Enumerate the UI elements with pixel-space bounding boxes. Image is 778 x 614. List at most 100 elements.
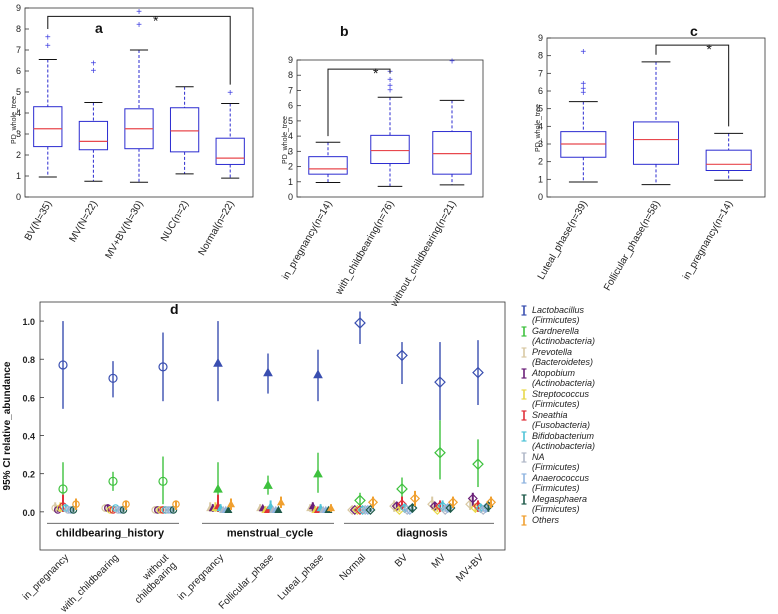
data-point <box>326 503 336 512</box>
x-tick-label: without_childbearing(n=21) <box>388 199 458 310</box>
panel-d: d 0.0 0.2 0.4 0.6 0.8 1.0 95% CI relative_abund… <box>2 301 506 614</box>
legend-label: Bifidobacterium <box>532 431 595 441</box>
data-point <box>447 497 459 508</box>
legend-item-Gardnerella: Gardnerella(Actinobacteria) <box>521 326 595 346</box>
y-axis-label: PD_whole_tree <box>11 96 18 144</box>
legend-item-Lactobacillus: Lactobacillus(Firmicutes) <box>521 305 585 325</box>
y-tick-label: 6 <box>288 101 293 111</box>
data-point <box>263 480 273 489</box>
data-point <box>213 483 223 493</box>
y-tick-label: 8 <box>16 24 21 34</box>
y-tick-label: 4 <box>288 131 293 141</box>
x-tick-label: MV+BV(N=30) <box>104 199 146 261</box>
y-tick-label: 2 <box>538 157 543 167</box>
legend-item-Atopobium: Atopobium(Actinobacteria) <box>521 368 595 388</box>
data-point <box>276 498 286 506</box>
y-tick-label: 4 <box>538 121 543 131</box>
legend-phylum: (Actinobacteria) <box>532 336 595 346</box>
x-tick-label: in_pregnancy(n=14) <box>280 199 334 282</box>
y-tick-label: 2 <box>288 162 293 172</box>
x-tick-label: Normal <box>338 552 369 583</box>
data-point <box>108 373 118 383</box>
data-point <box>367 497 379 508</box>
data-point <box>365 504 376 515</box>
panel-letter: c <box>690 23 698 39</box>
x-tick-label: Luteal_phase(n=39) <box>536 199 590 282</box>
y-tick-label: 5 <box>16 87 21 97</box>
x-tick-label: with_childbearing(n=76) <box>333 199 396 298</box>
data-point <box>158 476 168 486</box>
iqr-box <box>370 134 410 165</box>
data-point <box>437 501 448 512</box>
y-tick-label: 4 <box>16 108 21 118</box>
x-tick-label: MV+BV <box>454 552 486 584</box>
data-point <box>396 483 408 495</box>
y-tick-label: 1.0 <box>22 317 35 327</box>
panel-c: 0123456789PD_whole_treec++++Luteal_phase… <box>535 23 766 293</box>
data-point <box>434 446 446 459</box>
data-point <box>472 458 484 471</box>
y-tick-label: 5 <box>288 116 293 126</box>
outlier-point: + <box>387 75 393 86</box>
outlier-point: + <box>90 66 96 77</box>
y-tick-label: 0.8 <box>22 355 35 365</box>
data-point <box>172 500 180 509</box>
x-tick-label-line: MV+BV <box>454 552 486 584</box>
data-point <box>396 349 408 362</box>
x-tick-label-line: MV <box>430 552 449 571</box>
legend-item-Anaerococcus: Anaerococcus(Firmicutes) <box>521 473 590 493</box>
data-point <box>266 501 275 510</box>
legend-label: Anaerococcus <box>531 473 590 483</box>
x-tick-label: in_pregnancy <box>176 552 226 602</box>
outlier-point: + <box>136 7 142 18</box>
legend-phylum: (Firmicutes) <box>532 315 580 325</box>
legend-label: Gardnerella <box>532 326 579 336</box>
data-point <box>354 317 366 329</box>
y-tick-label: 1 <box>16 171 21 181</box>
box-NUC(n=2) <box>169 86 200 175</box>
box-without_childbearing(n=21): + <box>432 57 472 186</box>
x-tick-label-line: in_pregnancy <box>21 552 71 602</box>
x-tick-label: MV <box>430 552 449 571</box>
outlier-point: + <box>580 88 586 99</box>
y-tick-label: 3 <box>538 139 543 149</box>
legend-label: Sneathia <box>532 410 568 420</box>
legend-label: Prevotella <box>532 347 572 357</box>
significance-bracket <box>47 15 231 85</box>
data-point <box>409 493 421 504</box>
y-tick-label: 1 <box>288 177 293 187</box>
significance-bracket <box>327 68 391 137</box>
y-tick-label: 6 <box>16 66 21 76</box>
data-point <box>226 499 236 508</box>
x-tick-label-line: BV <box>393 552 410 569</box>
legend-item-NA: NA(Firmicutes) <box>521 452 580 472</box>
box-Follicular_phase(n=58) <box>632 61 680 186</box>
panel-b: 0 1 2 3 4 5 6 7 8 9 PD_whole_tree b in_pregnancy(n=1… <box>280 23 484 310</box>
legend-label: Atopobium <box>531 368 576 378</box>
y-tick-label: 3 <box>16 129 21 139</box>
outlier-point: + <box>227 88 233 99</box>
data-point <box>313 468 323 478</box>
iqr-box <box>215 137 245 165</box>
iqr-box <box>432 131 472 175</box>
x-tick-label: BV(N=35) <box>23 199 55 243</box>
outlier-point: + <box>45 41 51 52</box>
legend-label: NA <box>532 452 545 462</box>
box-Normal(n=22): + <box>215 88 245 179</box>
data-point <box>158 362 168 372</box>
series-Lactobacillus <box>58 311 484 421</box>
legend-phylum: (Firmicutes) <box>532 462 580 472</box>
x-tick-label: Follicular_phase(n=58) <box>602 199 663 293</box>
iqr-box <box>78 120 109 151</box>
legend: Lactobacillus(Firmicutes)Gardnerella(Act… <box>521 305 595 526</box>
group-label: diagnosis <box>396 528 447 540</box>
x-tick-label: in_pregnancy(n=14) <box>681 199 735 282</box>
series-Others <box>72 490 497 512</box>
group-label: menstrual_cycle <box>227 528 313 540</box>
box-in_pregnancy(n=14) <box>705 132 752 181</box>
y-tick-label: 0.6 <box>22 393 35 403</box>
legend-label: Streptococcus <box>532 389 590 399</box>
significance-bracket <box>655 44 730 127</box>
data-point <box>72 500 80 509</box>
